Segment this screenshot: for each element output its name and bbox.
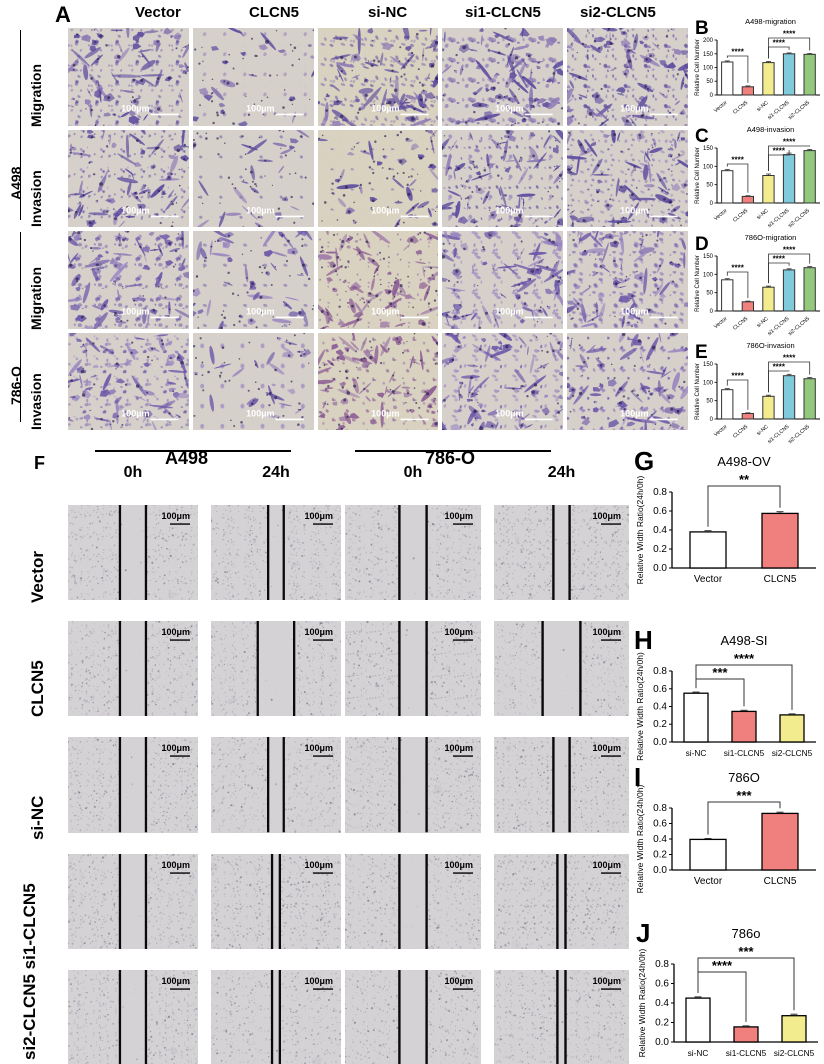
- svg-text:****: ****: [783, 354, 796, 363]
- svg-text:A498-migration: A498-migration: [745, 17, 796, 26]
- svg-text:100µm: 100µm: [371, 205, 399, 215]
- svg-text:100μm: 100μm: [593, 511, 621, 521]
- svg-text:****: ****: [731, 48, 744, 57]
- svg-text:0: 0: [710, 309, 714, 315]
- svg-text:786O-invasion: 786O-invasion: [746, 341, 794, 350]
- svg-text:100: 100: [703, 380, 714, 386]
- svg-text:Relative Cell Number: Relative Cell Number: [695, 255, 701, 312]
- svg-text:Vector: Vector: [713, 100, 729, 114]
- svg-text:100µm: 100µm: [371, 408, 399, 418]
- svg-text:B: B: [695, 18, 709, 39]
- svg-text:100μm: 100μm: [445, 627, 473, 637]
- svg-text:****: ****: [773, 147, 786, 156]
- svg-text:100µm: 100µm: [496, 205, 524, 215]
- svg-text:100µm: 100µm: [121, 408, 149, 418]
- svg-text:100µm: 100µm: [371, 103, 399, 113]
- svg-text:****: ****: [783, 138, 796, 147]
- svg-text:150: 150: [703, 52, 714, 58]
- svg-text:100µm: 100µm: [620, 408, 648, 418]
- svg-text:CLCN5: CLCN5: [732, 316, 749, 332]
- svg-text:0: 0: [710, 417, 714, 423]
- svg-text:100μm: 100μm: [162, 627, 190, 637]
- svg-text:50: 50: [706, 79, 713, 85]
- svg-text:si1-CLCN5: si1-CLCN5: [767, 316, 791, 337]
- svg-text:100µm: 100µm: [620, 103, 648, 113]
- svg-text:Relative Cell Number: Relative Cell Number: [695, 39, 701, 96]
- svg-text:150: 150: [703, 146, 714, 152]
- svg-text:100μm: 100μm: [305, 743, 333, 753]
- svg-text:****: ****: [783, 246, 796, 255]
- svg-text:****: ****: [731, 372, 744, 381]
- svg-text:si1-CLCN5: si1-CLCN5: [767, 208, 791, 229]
- svg-text:Relative Cell Number: Relative Cell Number: [695, 147, 701, 204]
- svg-text:100µm: 100µm: [620, 205, 648, 215]
- svg-text:100µm: 100µm: [246, 408, 274, 418]
- svg-text:Vector: Vector: [713, 208, 729, 222]
- svg-text:100µm: 100µm: [121, 306, 149, 316]
- svg-text:50: 50: [706, 399, 713, 405]
- svg-text:100µm: 100µm: [246, 103, 274, 113]
- svg-text:100µm: 100µm: [496, 306, 524, 316]
- svg-text:100: 100: [703, 272, 714, 278]
- svg-text:si2-CLCN5: si2-CLCN5: [787, 100, 811, 121]
- svg-text:100µm: 100µm: [371, 306, 399, 316]
- svg-text:si2-CLCN5: si2-CLCN5: [787, 424, 811, 445]
- svg-text:100μm: 100μm: [162, 511, 190, 521]
- svg-text:100μm: 100μm: [305, 627, 333, 637]
- svg-text:CLCN5: CLCN5: [732, 100, 749, 116]
- svg-text:100μm: 100μm: [593, 627, 621, 637]
- svg-text:100µm: 100µm: [121, 205, 149, 215]
- svg-text:100µm: 100µm: [620, 306, 648, 316]
- svg-text:100: 100: [703, 164, 714, 170]
- svg-text:100μm: 100μm: [593, 743, 621, 753]
- svg-text:si-NC: si-NC: [756, 316, 770, 329]
- svg-text:Relative Cell Number: Relative Cell Number: [695, 363, 701, 420]
- svg-text:100μm: 100μm: [445, 743, 473, 753]
- svg-text:100µm: 100µm: [246, 306, 274, 316]
- svg-text:si-NC: si-NC: [756, 424, 770, 437]
- svg-text:100µm: 100µm: [496, 408, 524, 418]
- svg-text:50: 50: [706, 183, 713, 189]
- svg-text:si-NC: si-NC: [756, 208, 770, 221]
- svg-text:si2-CLCN5: si2-CLCN5: [787, 316, 811, 337]
- svg-text:****: ****: [731, 264, 744, 273]
- svg-text:****: ****: [783, 30, 796, 39]
- svg-text:Vector: Vector: [713, 424, 729, 438]
- svg-text:si2-CLCN5: si2-CLCN5: [787, 208, 811, 229]
- svg-text:si-NC: si-NC: [756, 100, 770, 113]
- svg-text:50: 50: [706, 291, 713, 297]
- svg-text:100: 100: [703, 66, 714, 72]
- svg-text:E: E: [695, 342, 708, 363]
- svg-text:si1-CLCN5: si1-CLCN5: [767, 424, 791, 445]
- svg-text:****: ****: [773, 255, 786, 264]
- svg-text:100µm: 100µm: [496, 103, 524, 113]
- svg-text:****: ****: [773, 363, 786, 372]
- svg-text:100μm: 100μm: [162, 743, 190, 753]
- svg-text:100µm: 100µm: [121, 103, 149, 113]
- svg-text:200: 200: [703, 38, 714, 44]
- svg-text:786O-migration: 786O-migration: [745, 233, 797, 242]
- svg-text:150: 150: [703, 362, 714, 368]
- svg-text:C: C: [695, 126, 709, 147]
- svg-text:0: 0: [710, 93, 714, 99]
- svg-text:CLCN5: CLCN5: [732, 208, 749, 224]
- svg-text:0: 0: [710, 201, 714, 207]
- svg-text:100μm: 100μm: [305, 860, 333, 870]
- svg-text:****: ****: [773, 39, 786, 48]
- svg-text:****: ****: [731, 156, 744, 165]
- svg-text:100μm: 100μm: [162, 860, 190, 870]
- svg-text:CLCN5: CLCN5: [732, 424, 749, 440]
- svg-text:100μm: 100μm: [305, 511, 333, 521]
- svg-text:A498-invasion: A498-invasion: [747, 125, 795, 134]
- svg-text:Vector: Vector: [713, 316, 729, 330]
- svg-text:100µm: 100µm: [246, 205, 274, 215]
- svg-text:si1-CLCN5: si1-CLCN5: [767, 100, 791, 121]
- svg-text:150: 150: [703, 254, 714, 260]
- svg-text:100μm: 100μm: [445, 511, 473, 521]
- svg-text:D: D: [695, 234, 709, 255]
